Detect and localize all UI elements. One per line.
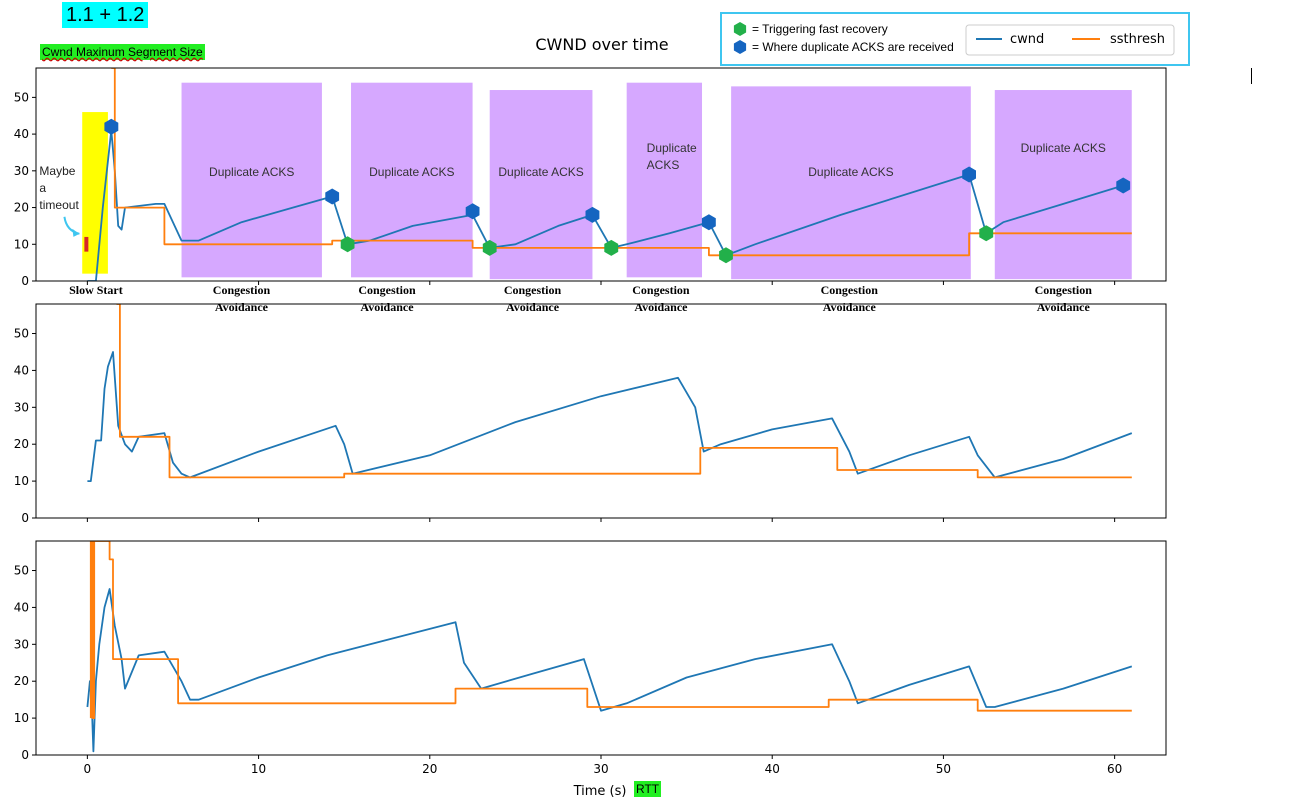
chart-title: CWND over time — [535, 35, 668, 54]
phase-label: Avoidance — [823, 300, 877, 314]
legend-box — [965, 24, 1175, 56]
y-tick-label: 20 — [14, 674, 29, 688]
x-tick-label: 0 — [84, 762, 92, 776]
duplicate-ack-marker — [104, 118, 119, 135]
y-tick-label: 20 — [14, 437, 29, 451]
series-line-cwnd — [87, 351, 1133, 483]
fast-recovery-marker — [482, 239, 497, 256]
x-axis-label: Time (s) — [573, 784, 627, 799]
fast-recovery-marker — [719, 247, 733, 264]
y-tick-label: 0 — [21, 748, 29, 762]
duplicate-acks-region — [731, 86, 971, 280]
duplicate-ack-marker — [585, 206, 600, 223]
timeout-annotation: a — [39, 181, 46, 195]
legend-label-cwnd: cwnd — [1010, 32, 1044, 47]
y-tick-label: 10 — [14, 474, 29, 488]
y-tick-label: 30 — [14, 164, 29, 178]
timeout-mark — [84, 236, 89, 252]
duplicate-acks-region — [994, 90, 1132, 280]
cwnd-unit-note: Cwnd Maxinum Segment Size — [40, 44, 205, 60]
x-tick-label: 20 — [422, 762, 437, 776]
duplicate-acks-label: Duplicate — [647, 141, 697, 155]
legend-fast-recovery-marker — [733, 22, 747, 36]
plot-frame — [35, 303, 1167, 519]
x-tick-label: 50 — [936, 762, 951, 776]
timeout-annotation: Maybe — [39, 164, 75, 178]
phase-label: Congestion — [504, 283, 562, 297]
legend-duplicate-ack-marker — [733, 40, 747, 54]
y-tick-label: 30 — [14, 400, 29, 414]
phase-label: Slow Start — [69, 283, 123, 297]
plot-area — [87, 304, 1133, 483]
phase-label: Congestion — [358, 283, 416, 297]
plot-area — [86, 541, 1133, 753]
duplicate-acks-label: Duplicate ACKS — [498, 165, 583, 179]
y-tick-label: 50 — [14, 564, 29, 578]
series-line-ssthresh — [111, 68, 1132, 257]
timeout-arrow — [63, 216, 80, 235]
duplicate-ack-marker — [962, 166, 976, 183]
plot-frame — [35, 540, 1167, 756]
x-tick-label: 10 — [251, 762, 266, 776]
x-tick-label: 40 — [765, 762, 780, 776]
series-line-ssthresh — [89, 541, 1132, 719]
y-tick-label: 0 — [21, 511, 29, 525]
phase-label: Avoidance — [360, 300, 414, 314]
y-tick-label: 10 — [14, 711, 29, 725]
text-cursor — [1251, 68, 1252, 84]
chart-panel-1: Duplicate ACKS Duplicate ACKS Duplicate AC… — [14, 12, 1190, 314]
phase-label: Avoidance — [215, 300, 269, 314]
phase-label: Congestion — [632, 283, 690, 297]
rtt-note: RTT — [634, 781, 662, 797]
phase-label: Congestion — [213, 283, 271, 297]
duplicate-acks-label: ACKS — [647, 158, 680, 172]
duplicate-acks-label: Duplicate ACKS — [369, 165, 454, 179]
y-tick-label: 40 — [14, 600, 29, 614]
legend-duplicate-ack-label: = Where duplicate ACKS are received — [752, 40, 954, 54]
series-line-cwnd — [86, 588, 1133, 753]
x-tick-label: 60 — [1107, 762, 1122, 776]
duplicate-ack-marker — [465, 203, 480, 220]
assignment-tag: 1.1 + 1.2 — [62, 2, 149, 28]
phase-label: Avoidance — [634, 300, 688, 314]
duplicate-acks-label: Duplicate ACKS — [209, 165, 294, 179]
y-tick-label: 50 — [14, 327, 29, 341]
duplicate-acks-region — [181, 82, 322, 278]
fast-recovery-marker — [340, 236, 355, 253]
duplicate-acks-label: Duplicate ACKS — [1021, 141, 1106, 155]
fast-recovery-marker — [979, 225, 994, 242]
x-tick-label: 30 — [593, 762, 608, 776]
fast-recovery-marker — [604, 239, 619, 256]
timeout-annotation: timeout — [39, 198, 79, 212]
y-tick-label: 0 — [21, 274, 29, 288]
timeout-arrow-head — [72, 228, 80, 237]
legend-label-ssthresh: ssthresh — [1110, 32, 1165, 47]
legend-fast-recovery-label: = Triggering fast recovery — [752, 22, 888, 36]
y-tick-label: 50 — [14, 90, 29, 104]
chart-panel-2: 0 10 20 30 40 50 — [14, 303, 1167, 525]
chart-panel-3: 0 10 20 30 40 50 0 10 20 30 40 50 60 Time (s) — [14, 540, 1167, 799]
phase-label: Congestion — [1035, 283, 1093, 297]
series-line-ssthresh — [116, 304, 1132, 479]
phase-label: Avoidance — [506, 300, 560, 314]
duplicate-ack-marker — [325, 188, 340, 205]
y-tick-label: 20 — [14, 201, 29, 215]
phase-label: Congestion — [821, 283, 879, 297]
y-tick-label: 40 — [14, 363, 29, 377]
y-tick-label: 10 — [14, 237, 29, 251]
duplicate-acks-label: Duplicate ACKS — [808, 165, 893, 179]
duplicate-ack-marker — [1116, 177, 1131, 194]
duplicate-ack-marker — [701, 214, 716, 231]
duplicate-acks-region — [489, 90, 593, 280]
series-line-cwnd — [87, 129, 1124, 281]
y-tick-label: 40 — [14, 127, 29, 141]
y-tick-label: 30 — [14, 637, 29, 651]
phase-label: Avoidance — [1037, 300, 1091, 314]
duplicate-acks-region — [351, 82, 473, 278]
duplicate-acks-region — [626, 82, 703, 278]
